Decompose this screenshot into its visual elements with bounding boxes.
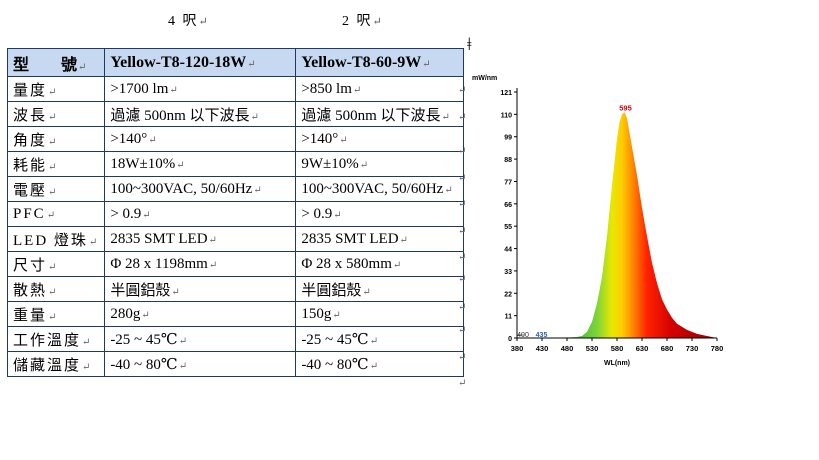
cell-value: -25 ~ 45℃↵: [295, 326, 465, 352]
header-model-label: 型 號↵: [6, 48, 106, 77]
paragraph-mark: ↵: [458, 85, 467, 96]
paragraph-mark: ↵: [458, 199, 467, 210]
x-tick-label: 430: [536, 344, 549, 353]
spec-table: 型 號↵ Yellow-T8-120-18W↵ Yellow-T8-60-9W↵ 量度…: [6, 48, 465, 377]
cell-value: -25 ~ 45℃↵: [104, 326, 297, 352]
cell-value: >140°↵: [104, 126, 297, 152]
cell-value: 2835 SMT LED↵: [104, 226, 297, 252]
table-row: 電壓↵ 100~300VAC, 50/60Hz↵ 100~300VAC, 50/60…: [6, 176, 465, 202]
cell-value: Φ 28 x 580mm↵: [295, 251, 465, 277]
table-row: LED 燈珠↵ 2835 SMT LED↵ 2835 SMT LED↵: [6, 226, 465, 252]
row-label: 波長↵: [6, 101, 106, 127]
y-tick-label: 44: [504, 247, 512, 254]
paragraph-mark: ↵: [458, 302, 467, 313]
cell-value: Φ 28 x 1198mm↵: [104, 251, 297, 277]
y-tick-label: 0: [508, 336, 512, 343]
spectrum-area: [517, 112, 717, 338]
y-tick-label: 88: [504, 157, 512, 164]
paragraph-mark: ↵: [458, 352, 467, 363]
header-model-2: Yellow-T8-60-9W↵: [295, 48, 465, 77]
table-row: 耗能↵ 18W±10%↵ 9W±10%↵: [6, 151, 465, 177]
y-tick-label: 22: [504, 291, 512, 298]
x-axis-label: WL(nm): [604, 360, 630, 367]
y-axis-label: mW/nm: [472, 75, 497, 82]
y-tick-label: 121: [500, 90, 512, 97]
x-tick-label: 480: [561, 344, 574, 353]
baseline-label: 435: [536, 332, 548, 339]
x-tick-label: 630: [636, 344, 649, 353]
paragraph-mark: ↵: [458, 112, 467, 123]
table-header-row: 型 號↵ Yellow-T8-120-18W↵ Yellow-T8-60-9W↵: [6, 48, 465, 77]
cell-value: >140°↵: [295, 126, 465, 152]
table-row: 散熱↵ 半圓鋁殼↵ 半圓鋁殼↵: [6, 276, 465, 302]
y-tick-label: 33: [504, 269, 512, 276]
x-tick-label: 680: [661, 344, 674, 353]
cell-value: 半圓鋁殼↵: [104, 276, 297, 302]
cell-value: 100~300VAC, 50/60Hz↵: [295, 176, 465, 202]
row-label: 耗能↵: [6, 151, 106, 177]
side-glyph: ǂ: [467, 34, 472, 54]
row-label: LED 燈珠↵: [6, 226, 106, 252]
table-row: 重量↵ 280g↵ 150g↵: [6, 301, 465, 327]
table-row: 量度↵ >1700 lm↵ >850 lm↵: [6, 76, 465, 102]
x-tick-label: 530: [586, 344, 599, 353]
cell-value: 半圓鋁殼↵: [295, 276, 465, 302]
cell-value: 280g↵: [104, 301, 297, 327]
x-tick-label: 780: [711, 344, 724, 353]
y-tick-label: 55: [504, 224, 512, 231]
y-tick-label: 66: [504, 202, 512, 209]
cell-value: >1700 lm↵: [104, 76, 297, 102]
baseline-label: 400: [517, 332, 529, 339]
y-tick-label: 99: [504, 135, 512, 142]
table-row: 角度↵ >140°↵ >140°↵: [6, 126, 465, 152]
header-4ft: 4 呎↵: [168, 14, 210, 29]
header-model-1: Yellow-T8-120-18W↵: [104, 48, 297, 77]
cell-value: 150g↵: [295, 301, 465, 327]
cell-value: -40 ~ 80℃↵: [295, 351, 465, 377]
row-label: 儲藏溫度↵: [6, 351, 106, 377]
table-row: PFC↵ > 0.9↵ > 0.9↵: [6, 201, 465, 227]
paragraph-mark: ↵: [458, 252, 467, 263]
header-2ft: 2 呎↵: [342, 14, 384, 29]
spectrum-chart: 0 11 22 33 44 55 66 77 88 99 110 121 380 430 480 530 580…: [472, 75, 724, 367]
y-tick-label: 110: [501, 112, 512, 119]
cell-value: 18W±10%↵: [104, 151, 297, 177]
row-label: PFC↵: [6, 201, 106, 227]
table-row: 儲藏溫度↵ -40 ~ 80℃↵ -40 ~ 80℃↵: [6, 351, 465, 377]
row-label: 重量↵: [6, 301, 106, 327]
cell-value: 9W±10%↵: [295, 151, 465, 177]
row-label: 尺寸↵: [6, 251, 106, 277]
paragraph-mark: ↵: [458, 226, 467, 237]
paragraph-mark: ↵: [458, 378, 467, 389]
row-label: 角度↵: [6, 126, 106, 152]
y-tick-label: 11: [505, 314, 513, 321]
row-label: 電壓↵: [6, 176, 106, 202]
paragraph-mark: ↵: [458, 173, 467, 184]
row-label: 散熱↵: [6, 276, 106, 302]
cell-value: 過濾 500nm 以下波長↵: [104, 101, 297, 127]
table-row: 工作溫度↵ -25 ~ 45℃↵ -25 ~ 45℃↵: [6, 326, 465, 352]
table-row: 波長↵ 過濾 500nm 以下波長↵ 過濾 500nm 以下波長↵: [6, 101, 465, 127]
paragraph-mark: ↵: [458, 146, 467, 157]
row-label: 量度↵: [6, 76, 106, 102]
peak-label: 595: [619, 103, 632, 112]
x-tick-label: 580: [611, 344, 624, 353]
cell-value: >850 lm↵: [295, 76, 465, 102]
cell-value: > 0.9↵: [295, 201, 465, 227]
y-tick-label: 77: [504, 179, 512, 186]
paragraph-mark: ↵: [458, 274, 467, 285]
cell-value: > 0.9↵: [104, 201, 297, 227]
paragraph-mark: ↵: [458, 325, 467, 336]
cell-value: 過濾 500nm 以下波長↵: [295, 101, 465, 127]
x-tick-label: 730: [686, 344, 699, 353]
table-row: 尺寸↵ Φ 28 x 1198mm↵ Φ 28 x 580mm↵: [6, 251, 465, 277]
cell-value: 100~300VAC, 50/60Hz↵: [104, 176, 297, 202]
row-label: 工作溫度↵: [6, 326, 106, 352]
cell-value: -40 ~ 80℃↵: [104, 351, 297, 377]
x-tick-label: 380: [511, 344, 524, 353]
cell-value: 2835 SMT LED↵: [295, 226, 465, 252]
